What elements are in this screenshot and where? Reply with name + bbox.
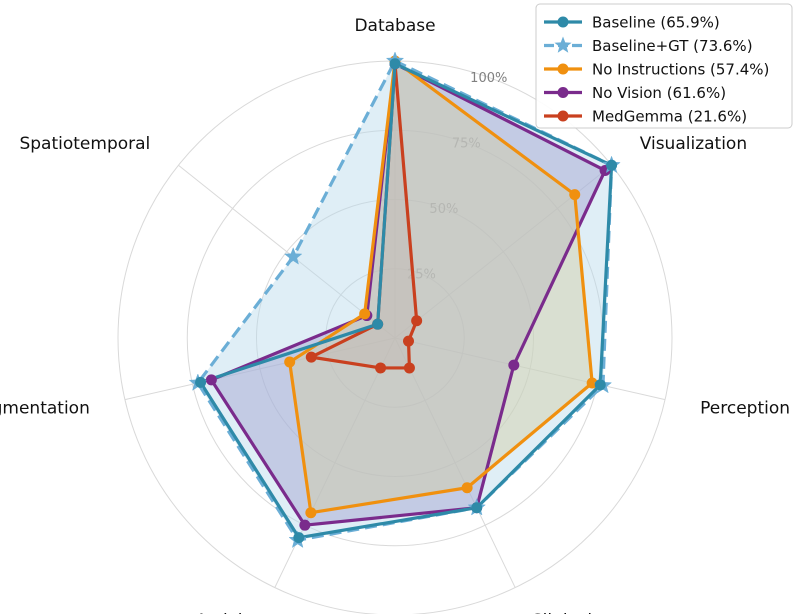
legend-marker-no-instructions [557, 63, 569, 75]
point-baseline-visualization [606, 159, 618, 171]
legend-marker-no-vision [557, 87, 569, 98]
point-baseline-clinical [471, 502, 483, 514]
legend-marker-baseline-gt [554, 36, 572, 53]
point-no-instructions-visualization [569, 189, 581, 201]
ring-label-50: 50% [429, 202, 458, 217]
series-fill-no-instructions [289, 61, 593, 513]
axis-label-perception: Perception [700, 399, 790, 419]
point-no-instructions-clinical [461, 482, 473, 494]
series-line-no-instructions [288, 59, 594, 515]
legend-marker-baseline [557, 16, 569, 28]
point-medgemma-segmentation [305, 351, 317, 363]
point-baseline-database [389, 58, 401, 70]
point-baseline-perception [594, 379, 606, 391]
legend: Baseline (65.9%) Baseline+GT (73.6%) No In… [535, 3, 793, 129]
series-fill-layer [197, 61, 612, 541]
spoke-perception [394, 337, 666, 401]
point-medgemma-activity [375, 362, 387, 374]
series-line-no-vision [209, 62, 607, 527]
spoke-clinical [394, 337, 516, 588]
axis-label-activity: Activity [196, 611, 260, 614]
legend-label-no-instructions: No Instructions (57.4%) [592, 61, 769, 79]
series-fill-no-vision [211, 63, 606, 526]
point-baseline-activity [293, 532, 305, 544]
series-line-baseline [198, 62, 614, 540]
axis-label-clinical: Clinical [531, 611, 592, 614]
series-fill-baseline-gt [197, 61, 612, 541]
axis-label-spatiotemporal: Spatiotemporal [19, 134, 150, 154]
legend-label-baseline: Baseline (65.9%) [592, 14, 720, 32]
legend-box [535, 3, 793, 129]
point-no-instructions-spatiotemporal [359, 308, 371, 320]
point-no-vision-activity [299, 519, 311, 531]
point-medgemma-clinical [403, 362, 415, 374]
axis-label-segmentation: Segmentation [0, 399, 90, 419]
legend-label-medgemma: MedGemma (21.6%) [592, 108, 747, 126]
point-no-instructions-segmentation [284, 356, 296, 368]
legend-label-no-vision: No Vision (61.6%) [592, 84, 726, 102]
point-no-instructions-activity [305, 507, 317, 519]
axis-label-database: Database [354, 16, 435, 36]
point-no-vision-perception [508, 359, 520, 371]
axis-label-visualization: Visualization [640, 134, 747, 154]
point-no-vision-segmentation [205, 374, 217, 386]
point-baseline-segmentation [195, 376, 207, 388]
point-baseline-spatiotemporal [372, 318, 384, 330]
series-marker-layer [188, 51, 621, 549]
spoke-spatiotemporal [178, 164, 396, 339]
grid-layer: 25%50%75%100% [117, 60, 673, 614]
spoke-segmentation [124, 337, 396, 401]
legend-label-baseline-gt: Baseline+GT (73.6%) [592, 37, 753, 55]
ring-label-75: 75% [452, 136, 481, 151]
point-baseline-gt-spatiotemporal [283, 247, 303, 265]
ring-label-100: 100% [470, 71, 507, 86]
axis-label-layer: Database Visualization Perception Clinical A… [0, 16, 790, 614]
point-medgemma-visualization [411, 315, 423, 327]
legend-marker-medgemma [557, 110, 569, 122]
point-medgemma-perception [403, 335, 414, 347]
